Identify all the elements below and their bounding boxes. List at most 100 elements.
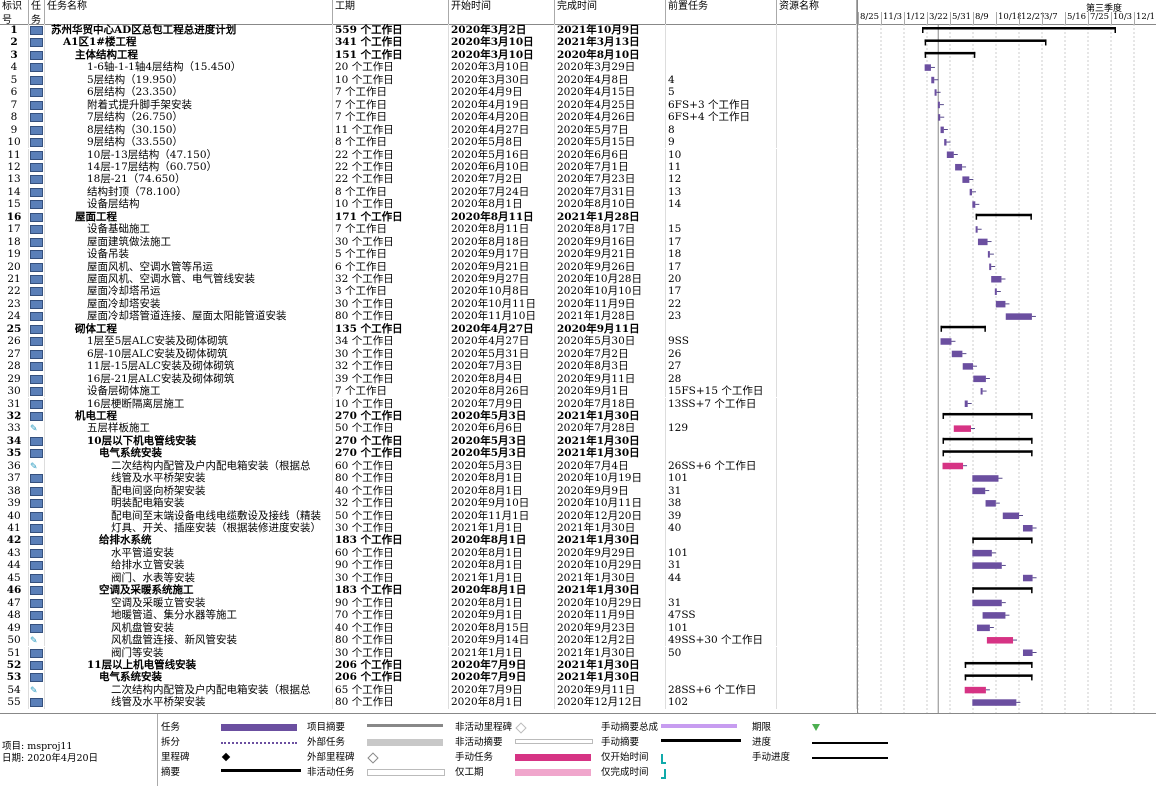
- task-name[interactable]: 7层结构（26.750）: [45, 111, 333, 124]
- task-predecessors[interactable]: 31: [666, 559, 777, 572]
- task-resources[interactable]: [777, 111, 857, 124]
- task-finish[interactable]: 2020年3月29日: [555, 61, 666, 74]
- task-predecessors[interactable]: 13SS+7 个工作日: [666, 397, 777, 410]
- task-finish[interactable]: 2021年1月30日: [555, 671, 666, 684]
- task-predecessors[interactable]: [666, 584, 777, 597]
- task-finish[interactable]: 2020年11月9日: [555, 609, 666, 622]
- table-row[interactable]: 18 屋面建筑做法施工 30 个工作日 2020年8月18日 2020年9月16…: [0, 235, 857, 249]
- task-start[interactable]: 2020年9月1日: [449, 609, 555, 622]
- task-name[interactable]: 结构封顶（78.100）: [45, 185, 333, 199]
- task-finish[interactable]: 2020年5月15日: [555, 136, 666, 149]
- task-resources[interactable]: [777, 235, 857, 249]
- task-duration[interactable]: 7 个工作日: [333, 223, 449, 236]
- task-finish[interactable]: 2021年3月13日: [555, 36, 666, 49]
- task-finish[interactable]: 2021年1月30日: [555, 534, 666, 547]
- task-finish[interactable]: 2020年8月10日: [555, 198, 666, 211]
- task-resources[interactable]: [777, 248, 857, 261]
- task-predecessors[interactable]: 20: [666, 273, 777, 286]
- table-row[interactable]: 37 线管及水平桥架安装 80 个工作日 2020年8月1日 2020年10月1…: [0, 472, 857, 485]
- task-duration[interactable]: 40 个工作日: [333, 621, 449, 635]
- table-row[interactable]: 40 配电间至末端设备电线电缆敷设及接线（精装 50 个工作日 2020年11月…: [0, 509, 857, 522]
- task-resources[interactable]: [777, 696, 857, 709]
- task-finish[interactable]: 2020年10月29日: [555, 559, 666, 572]
- task-name[interactable]: 1层至5层ALC安装及砌体砌筑: [45, 335, 333, 348]
- task-predecessors[interactable]: 101: [666, 621, 777, 635]
- task-name[interactable]: 给排水系统: [45, 534, 333, 547]
- task-name[interactable]: 8层结构（30.150）: [45, 123, 333, 137]
- task-finish[interactable]: 2020年4月8日: [555, 73, 666, 87]
- task-finish[interactable]: 2021年1月30日: [555, 409, 666, 423]
- task-resources[interactable]: [777, 459, 857, 473]
- task-duration[interactable]: 65 个工作日: [333, 683, 449, 697]
- task-name[interactable]: 二次结构内配管及户内配电箱安装（根据总: [45, 683, 333, 697]
- task-finish[interactable]: 2021年1月30日: [555, 522, 666, 535]
- task-resources[interactable]: [777, 86, 857, 99]
- task-duration[interactable]: 80 个工作日: [333, 634, 449, 647]
- task-resources[interactable]: [777, 621, 857, 635]
- task-finish[interactable]: 2020年8月17日: [555, 223, 666, 236]
- task-resources[interactable]: [777, 434, 857, 448]
- task-finish[interactable]: 2020年10月19日: [555, 472, 666, 485]
- table-row[interactable]: 38 配电间竖向桥架安装 40 个工作日 2020年8月1日 2020年9月9日…: [0, 484, 857, 498]
- task-predecessors[interactable]: [666, 48, 777, 62]
- task-predecessors[interactable]: 102: [666, 696, 777, 709]
- task-resources[interactable]: [777, 385, 857, 398]
- task-finish[interactable]: 2021年1月30日: [555, 646, 666, 659]
- task-duration[interactable]: 50 个工作日: [333, 509, 449, 522]
- task-duration[interactable]: 10 个工作日: [333, 397, 449, 410]
- task-name[interactable]: 风机盘管安装: [45, 621, 333, 635]
- task-name[interactable]: 设备层结构: [45, 198, 333, 211]
- task-duration[interactable]: 80 个工作日: [333, 310, 449, 323]
- task-name[interactable]: 屋面工程: [45, 210, 333, 224]
- task-finish[interactable]: 2020年9月11日: [555, 683, 666, 697]
- task-resources[interactable]: [777, 347, 857, 361]
- task-name[interactable]: 设备吊装: [45, 248, 333, 261]
- task-name[interactable]: 五层样板施工: [45, 422, 333, 435]
- task-duration[interactable]: 8 个工作日: [333, 136, 449, 149]
- task-finish[interactable]: 2020年6月6日: [555, 148, 666, 161]
- task-predecessors[interactable]: 38: [666, 497, 777, 510]
- task-start[interactable]: 2020年5月3日: [449, 409, 555, 423]
- table-row[interactable]: 12 14层-17层结构（60.750） 22 个工作日 2020年6月10日 …: [0, 160, 857, 174]
- task-predecessors[interactable]: [666, 534, 777, 547]
- task-duration[interactable]: 10 个工作日: [333, 198, 449, 211]
- task-name[interactable]: 6层结构（23.350）: [45, 86, 333, 99]
- task-resources[interactable]: [777, 173, 857, 186]
- task-predecessors[interactable]: 4: [666, 73, 777, 87]
- task-duration[interactable]: 171 个工作日: [333, 210, 449, 224]
- task-start[interactable]: 2020年8月1日: [449, 198, 555, 211]
- task-name[interactable]: 屋面风机、空调水管、电气管线安装: [45, 273, 333, 286]
- task-name[interactable]: 屋面冷却塔安装: [45, 297, 333, 311]
- task-duration[interactable]: 30 个工作日: [333, 646, 449, 659]
- task-predecessors[interactable]: [666, 434, 777, 448]
- task-name[interactable]: 11层-15层ALC安装及砌体砌筑: [45, 360, 333, 373]
- task-predecessors[interactable]: 23: [666, 310, 777, 323]
- task-finish[interactable]: 2020年10月11日: [555, 497, 666, 510]
- task-duration[interactable]: 60 个工作日: [333, 546, 449, 560]
- table-row[interactable]: 28 11层-15层ALC安装及砌体砌筑 32 个工作日 2020年7月3日 2…: [0, 360, 857, 373]
- task-start[interactable]: 2020年8月11日: [449, 210, 555, 224]
- task-name[interactable]: 1-6轴-1-1轴4层结构（15.450）: [45, 61, 333, 74]
- task-start[interactable]: 2020年8月1日: [449, 534, 555, 547]
- task-duration[interactable]: 90 个工作日: [333, 559, 449, 572]
- task-duration[interactable]: 341 个工作日: [333, 36, 449, 49]
- task-finish[interactable]: 2021年1月30日: [555, 447, 666, 460]
- task-name[interactable]: 屋面建筑做法施工: [45, 235, 333, 249]
- task-name[interactable]: 电气系统安装: [45, 447, 333, 460]
- task-predecessors[interactable]: 12: [666, 173, 777, 186]
- task-resources[interactable]: [777, 148, 857, 161]
- task-duration[interactable]: 6 个工作日: [333, 260, 449, 273]
- table-row[interactable]: 17 设备基础施工 7 个工作日 2020年8月11日 2020年8月17日 1…: [0, 223, 857, 236]
- task-duration[interactable]: 70 个工作日: [333, 609, 449, 622]
- task-resources[interactable]: [777, 48, 857, 62]
- task-duration[interactable]: 30 个工作日: [333, 235, 449, 249]
- task-start[interactable]: 2021年1月1日: [449, 571, 555, 585]
- task-name[interactable]: 11层以上机电管线安装: [45, 658, 333, 672]
- task-finish[interactable]: 2020年7月4日: [555, 459, 666, 473]
- task-predecessors[interactable]: 6FS+4 个工作日: [666, 111, 777, 124]
- task-resources[interactable]: [777, 185, 857, 199]
- task-duration[interactable]: 40 个工作日: [333, 484, 449, 498]
- task-resources[interactable]: [777, 609, 857, 622]
- task-predecessors[interactable]: 101: [666, 546, 777, 560]
- table-row[interactable]: 27 6层-10层ALC安装及砌体砌筑 30 个工作日 2020年5月31日 2…: [0, 347, 857, 361]
